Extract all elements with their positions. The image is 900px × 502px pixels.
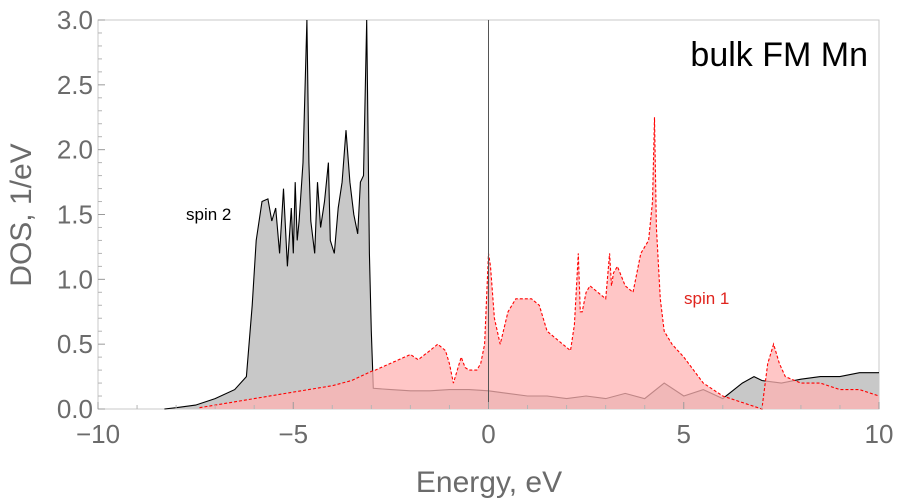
x-axis: −10 −5 0 5 10 <box>76 402 894 449</box>
y-tick-label: 0.5 <box>57 329 93 359</box>
x-tick-label: 5 <box>677 419 691 449</box>
x-axis-title: Energy, eV <box>416 466 562 499</box>
y-axis-title: DOS, 1/eV <box>5 143 38 286</box>
y-tick-label: 1.5 <box>57 200 93 230</box>
plot-area: −10 −5 0 5 10 0.0 0.5 1.0 1.5 2.0 2.5 3.0 <box>57 5 894 449</box>
x-tick-label: 0 <box>481 419 495 449</box>
x-tick-label: 10 <box>865 419 894 449</box>
chart-title: bulk FM Mn <box>690 36 868 74</box>
y-tick-label: 2.0 <box>57 135 93 165</box>
series-label-spin-2: spin 2 <box>186 205 231 224</box>
x-tick-label: −5 <box>278 419 308 449</box>
y-tick-label: 2.5 <box>57 70 93 100</box>
series-layer <box>164 19 880 410</box>
spin-2-area <box>164 20 879 409</box>
series-label-spin-1: spin 1 <box>684 289 729 308</box>
x-tick-label: −10 <box>76 419 120 449</box>
y-tick-label: 1.0 <box>57 264 93 294</box>
spin-1-line <box>199 117 880 410</box>
spin-1-area <box>199 117 879 410</box>
y-tick-label: 3.0 <box>57 5 93 35</box>
y-tick-label: 0.0 <box>57 394 93 424</box>
y-axis: 0.0 0.5 1.0 1.5 2.0 2.5 3.0 <box>57 5 105 424</box>
